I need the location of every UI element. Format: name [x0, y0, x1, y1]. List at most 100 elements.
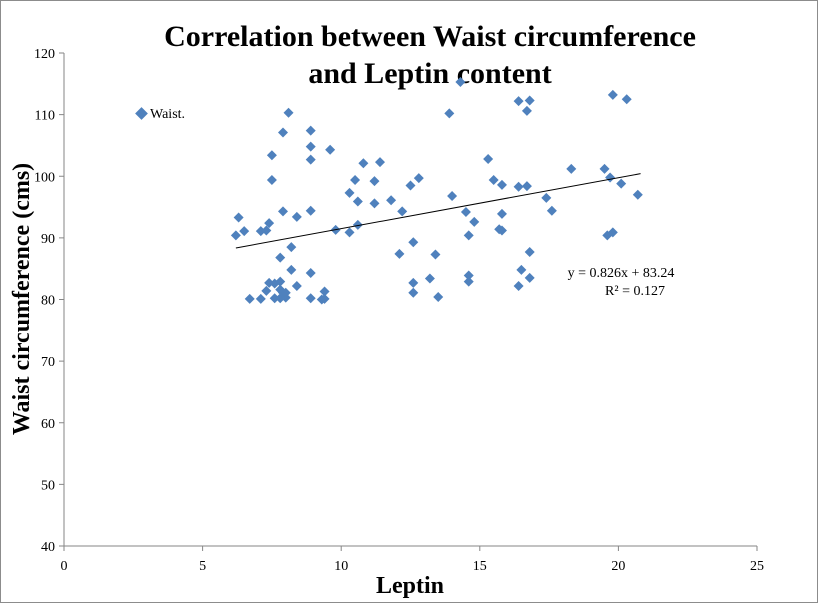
data-point	[469, 216, 480, 227]
y-tick-label: 70	[41, 355, 55, 370]
data-point	[444, 108, 455, 119]
data-point	[277, 127, 288, 138]
data-point	[319, 286, 330, 297]
data-point	[524, 272, 535, 283]
x-tick-label: 15	[473, 559, 487, 574]
data-point	[394, 248, 405, 259]
data-point	[275, 276, 286, 287]
data-point	[286, 242, 297, 253]
data-point	[521, 181, 532, 192]
data-point	[488, 174, 499, 185]
y-tick-label: 80	[41, 294, 55, 309]
data-point	[230, 230, 241, 241]
data-point	[463, 276, 474, 287]
data-point	[369, 198, 380, 209]
data-point	[616, 178, 627, 189]
data-point	[275, 252, 286, 263]
data-point	[541, 192, 552, 203]
legend-label: Waist.	[150, 107, 185, 122]
data-point	[460, 206, 471, 217]
y-tick-label: 120	[34, 47, 55, 62]
x-axis-ticks: 0 5 10 15 20 25	[61, 546, 764, 574]
data-point	[463, 230, 474, 241]
trendline	[235, 173, 641, 249]
y-axis-label: Waist circumference (cms)	[9, 163, 35, 435]
data-point	[325, 144, 336, 155]
data-point	[430, 249, 441, 260]
data-point	[280, 287, 291, 298]
data-point	[269, 293, 280, 304]
data-point	[264, 218, 275, 229]
data-point	[447, 190, 458, 201]
y-tick-label: 40	[41, 540, 55, 555]
data-point	[305, 293, 316, 304]
data-point	[305, 141, 316, 152]
data-point	[513, 96, 524, 107]
x-axis-label: Leptin	[376, 573, 444, 599]
data-points	[230, 76, 643, 305]
data-point	[283, 107, 294, 118]
data-point	[566, 163, 577, 174]
data-point	[344, 227, 355, 238]
y-tick-label: 100	[34, 170, 55, 185]
data-point	[369, 176, 380, 187]
data-point	[405, 180, 416, 191]
data-point	[605, 172, 616, 183]
data-point	[286, 264, 297, 275]
data-point	[463, 270, 474, 281]
data-point	[424, 273, 435, 284]
data-point	[632, 189, 643, 200]
data-point	[305, 125, 316, 136]
x-tick-label: 0	[61, 559, 68, 574]
chart-title-line-1: Correlation between Waist circumference	[164, 20, 696, 53]
data-point	[455, 76, 466, 87]
equation-label: y = 0.826x + 83.24	[568, 266, 675, 281]
data-point	[413, 173, 424, 184]
y-axis-ticks: 40 50 60 70 80 90 100 110 120	[34, 47, 64, 555]
data-point	[496, 225, 507, 236]
legend: Waist.	[135, 107, 185, 122]
data-point	[305, 154, 316, 165]
data-point	[255, 293, 266, 304]
data-point	[483, 153, 494, 164]
data-point	[524, 247, 535, 258]
x-tick-label: 5	[199, 559, 206, 574]
data-point	[496, 179, 507, 190]
y-tick-label: 90	[41, 232, 55, 247]
data-point	[513, 280, 524, 291]
data-point	[244, 293, 255, 304]
x-tick-label: 10	[334, 559, 348, 574]
data-point	[524, 95, 535, 106]
data-point	[408, 237, 419, 248]
data-point	[433, 292, 444, 303]
data-point	[291, 280, 302, 291]
data-point	[319, 293, 330, 304]
data-point	[261, 285, 272, 296]
data-point	[516, 264, 527, 275]
data-point	[305, 205, 316, 216]
data-point	[408, 287, 419, 298]
data-point	[621, 94, 632, 105]
data-point	[266, 150, 277, 161]
x-tick-label: 25	[750, 559, 764, 574]
x-tick-label: 20	[611, 559, 625, 574]
y-tick-label: 50	[41, 478, 55, 493]
data-point	[513, 181, 524, 192]
data-point	[599, 163, 610, 174]
legend-marker	[135, 107, 148, 120]
data-point	[266, 174, 277, 185]
data-point	[375, 157, 386, 168]
data-point	[239, 226, 250, 237]
data-point	[352, 219, 363, 230]
data-point	[521, 105, 532, 116]
y-tick-label: 60	[41, 417, 55, 432]
data-point	[291, 211, 302, 222]
data-point	[305, 268, 316, 279]
r-squared-label: R² = 0.127	[605, 284, 665, 299]
data-point	[277, 206, 288, 217]
chart-title: Correlation between Waist circumference …	[164, 20, 696, 90]
data-point	[397, 206, 408, 217]
y-tick-label: 110	[35, 109, 55, 124]
